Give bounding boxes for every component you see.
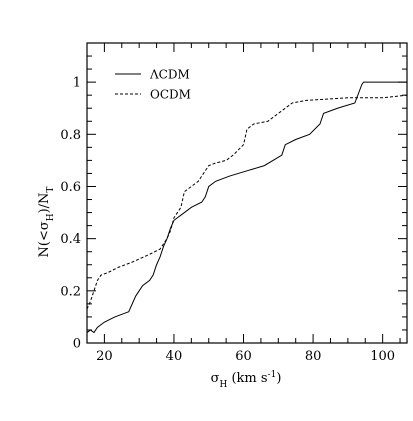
x-tick-label: 40 bbox=[166, 349, 183, 364]
legend-label-λcdm: ΛCDM bbox=[149, 68, 190, 82]
y-tick-label: 0.6 bbox=[60, 180, 81, 195]
series-line-λcdm bbox=[86, 81, 407, 334]
x-axis-label-sub: H bbox=[219, 380, 227, 390]
y-tick-label: 0.8 bbox=[60, 128, 81, 143]
legend: ΛCDM OCDM bbox=[115, 68, 191, 102]
y-tick-label: 0.2 bbox=[60, 284, 81, 299]
plot-area bbox=[86, 42, 408, 344]
y-tick-label: 1 bbox=[73, 76, 81, 91]
x-tick-label: 80 bbox=[305, 349, 322, 364]
x-axis-label-close: ) bbox=[276, 371, 281, 386]
x-tick-label: 20 bbox=[96, 349, 113, 364]
axis-ticks bbox=[86, 43, 407, 344]
y-axis-label-sub2: T bbox=[46, 187, 56, 193]
x-tick-label: 60 bbox=[235, 349, 252, 364]
plot-frame bbox=[86, 42, 408, 344]
y-axis-label-a: N(<σ bbox=[37, 221, 52, 257]
tick-labels: 20 40 60 80 100 0 0.2 0.4 0.6 0.8 1 bbox=[60, 76, 395, 364]
y-axis-label-sub1: H bbox=[46, 213, 56, 221]
y-axis-label-b: )/N bbox=[37, 193, 52, 214]
legend-label-ocdm: OCDM bbox=[150, 88, 191, 102]
series-line-ocdm bbox=[86, 94, 408, 310]
x-axis-label-symbol: σ bbox=[211, 371, 220, 386]
x-axis-label-sup: -1 bbox=[268, 370, 277, 380]
x-tick-label: 100 bbox=[370, 349, 395, 364]
x-axis-label: σH (km s-1) bbox=[211, 370, 282, 390]
y-tick-label: 0.4 bbox=[60, 232, 81, 247]
x-axis-label-rest: (km s bbox=[227, 371, 267, 386]
y-axis-label: N(<σH)/NT bbox=[37, 187, 56, 258]
y-tick-label: 0 bbox=[73, 337, 81, 352]
